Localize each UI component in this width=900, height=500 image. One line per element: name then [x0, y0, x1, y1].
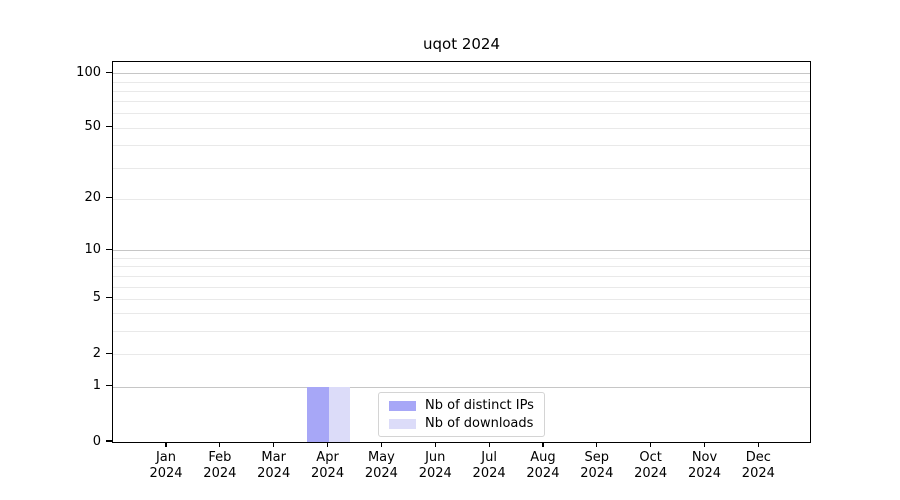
gridline-major — [113, 250, 810, 252]
gridline-minor — [113, 90, 810, 92]
chart-title: uqot 2024 — [422, 35, 501, 53]
gridline-minor — [113, 286, 810, 288]
gridline-major — [113, 73, 810, 75]
gridline-minor — [113, 275, 810, 277]
x-tick-mark — [219, 442, 221, 448]
bar-nb-of-distinct-ips — [307, 386, 329, 442]
x-tick-mark — [326, 442, 329, 448]
gridline-minor — [113, 145, 810, 147]
x-tick-mark — [757, 442, 759, 448]
legend-row-distinct-ips: Nb of distinct IPs — [389, 398, 536, 413]
x-tick-mark — [596, 442, 598, 448]
x-tick-label: Feb 2024 — [203, 450, 237, 481]
gridline-minor — [113, 101, 810, 103]
bar-nb-of-downloads — [328, 386, 351, 442]
legend-swatch-downloads — [389, 418, 416, 429]
legend: Nb of distinct IPs Nb of downloads — [378, 392, 545, 437]
x-tick-mark — [542, 442, 544, 448]
x-tick-label: Mar 2024 — [257, 450, 291, 481]
gridline-minor — [113, 298, 810, 300]
x-tick-mark — [434, 442, 436, 448]
x-tick-mark — [488, 442, 490, 448]
x-tick-label: Nov 2024 — [687, 450, 722, 481]
y-tick-label: 1 — [92, 378, 101, 394]
x-tick-mark — [703, 442, 706, 448]
gridline-major — [113, 386, 810, 388]
y-tick-label: 0 — [92, 433, 101, 449]
y-tick-label: 5 — [92, 290, 101, 306]
gridline-minor — [113, 313, 810, 315]
y-tick-label: 50 — [84, 119, 101, 135]
y-tick-label: 100 — [76, 64, 101, 80]
x-tick-label: Jun 2024 — [418, 450, 452, 481]
y-tick-label: 10 — [84, 241, 101, 257]
legend-label-distinct-ips: Nb of distinct IPs — [425, 398, 534, 413]
legend-label-downloads: Nb of downloads — [425, 416, 534, 431]
x-tick-mark — [380, 442, 382, 448]
x-tick-label: Jan 2024 — [149, 450, 183, 481]
gridline-minor — [113, 258, 810, 259]
gridline-minor — [113, 331, 810, 333]
x-tick-label: Oct 2024 — [634, 450, 668, 481]
legend-swatch-distinct-ips — [389, 400, 416, 411]
x-tick-mark — [165, 442, 167, 448]
gridline-minor — [113, 127, 810, 129]
x-tick-label: Dec 2024 — [741, 450, 775, 481]
x-tick-label: Jul 2024 — [472, 450, 506, 481]
gridline-minor — [113, 167, 810, 169]
y-tick-label: 2 — [92, 345, 101, 361]
gridline-minor — [113, 198, 810, 200]
gridline-minor — [113, 81, 810, 83]
gridline-minor — [113, 266, 810, 268]
y-tick-label: 20 — [84, 190, 101, 206]
x-tick-label: May 2024 — [364, 450, 398, 481]
plot-area — [112, 61, 811, 443]
x-tick-label: Apr 2024 — [311, 450, 345, 481]
x-tick-label: Aug 2024 — [526, 450, 560, 481]
gridline-minor — [113, 113, 810, 115]
legend-row-downloads: Nb of downloads — [389, 416, 536, 431]
x-tick-mark — [273, 442, 275, 448]
x-tick-label: Sep 2024 — [580, 450, 614, 481]
gridline-minor — [113, 354, 810, 356]
x-tick-mark — [650, 442, 652, 448]
